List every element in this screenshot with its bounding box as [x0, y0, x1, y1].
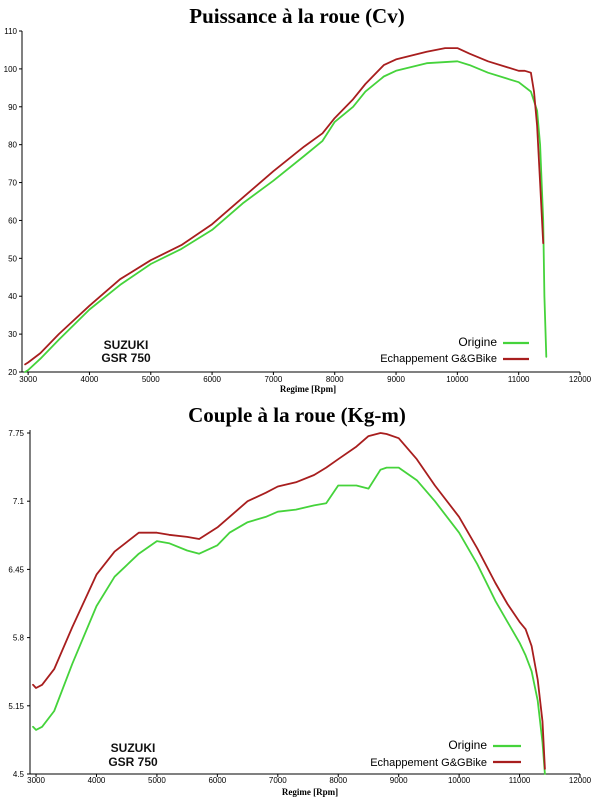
power-x-tick-label: 12000 — [569, 375, 592, 384]
power-y-tick-label: 80 — [8, 141, 17, 150]
power-series-echappement-line — [24, 47, 545, 366]
power-x-ticks: 3000 4000 5000 6000 7000 8000 9000 10000 11000 12… — [19, 372, 592, 384]
torque-x-axis-label: Regime [Rpm] — [282, 787, 338, 797]
torque-curves — [32, 432, 546, 775]
power-y-tick-label: 20 — [8, 368, 17, 377]
torque-y-ticks: 4.5 5.15 5.8 6.45 7.1 7.75 — [8, 429, 30, 779]
torque-legend-echappement-label: Echappement G&GBike — [370, 757, 487, 769]
power-x-tick-label: 5000 — [142, 375, 160, 384]
power-x-tick-label: 3000 — [19, 375, 37, 384]
power-legend-origine-label: Origine — [458, 335, 497, 349]
power-x-tick-label: 8000 — [326, 375, 344, 384]
power-y-tick-label: 60 — [8, 216, 17, 225]
torque-x-tick-label: 6000 — [208, 776, 226, 785]
torque-x-tick-label: 4000 — [88, 776, 106, 785]
torque-y-tick-label: 5.15 — [8, 702, 24, 711]
power-y-tick-label: 110 — [4, 27, 17, 36]
power-chart-title: Puissance à la roue (Cv) — [189, 4, 404, 28]
power-curves — [24, 47, 548, 373]
torque-chart: Couple à la roue (Kg-m) 4.5 5.15 5.8 6.45 7.… — [8, 403, 591, 797]
torque-y-tick-label: 7.75 — [8, 429, 24, 438]
power-x-tick-label: 11000 — [508, 375, 530, 384]
torque-x-tick-label: 9000 — [390, 776, 408, 785]
power-x-tick-label: 4000 — [81, 375, 99, 384]
torque-legend: Origine Echappement G&GBike — [370, 738, 521, 769]
torque-x-tick-label: 10000 — [448, 776, 471, 785]
power-brand-line1: SUZUKI — [104, 338, 149, 352]
power-y-tick-label: 100 — [4, 65, 18, 74]
torque-chart-title: Couple à la roue (Kg-m) — [188, 403, 406, 427]
torque-y-tick-label: 6.45 — [8, 565, 24, 574]
torque-y-tick-label: 7.1 — [13, 497, 25, 506]
power-x-tick-label: 6000 — [203, 375, 221, 384]
torque-series-echappement-line — [32, 432, 546, 770]
power-y-ticks: 20 30 40 50 60 70 80 90 100 110 — [4, 27, 22, 377]
power-chart: Puissance à la roue (Cv) 20 30 40 50 60 70 80 9… — [4, 4, 592, 394]
power-x-tick-label: 9000 — [387, 375, 405, 384]
power-y-tick-label: 50 — [8, 254, 17, 263]
power-x-axis-label: Regime [Rpm] — [280, 384, 336, 394]
power-x-tick-label: 7000 — [265, 375, 283, 384]
torque-x-tick-label: 7000 — [269, 776, 287, 785]
torque-y-tick-label: 5.8 — [13, 634, 25, 643]
torque-x-tick-label: 11000 — [509, 776, 531, 785]
power-legend-echappement-label: Echappement G&GBike — [380, 353, 497, 365]
torque-x-tick-label: 8000 — [329, 776, 347, 785]
power-series-origine-line — [24, 60, 548, 373]
power-y-tick-label: 70 — [8, 179, 17, 188]
power-y-tick-label: 90 — [8, 103, 17, 112]
torque-y-tick-label: 4.5 — [13, 770, 25, 779]
power-legend: Origine Echappement G&GBike — [380, 335, 529, 365]
torque-x-ticks: 3000 4000 5000 6000 7000 8000 9000 10000 11000 12… — [27, 774, 592, 785]
torque-series-origine-line — [32, 466, 546, 775]
torque-x-tick-label: 3000 — [27, 776, 45, 785]
power-brand-line2: GSR 750 — [101, 351, 151, 365]
power-y-tick-label: 30 — [8, 330, 17, 339]
power-y-tick-label: 40 — [8, 292, 17, 301]
torque-x-tick-label: 12000 — [569, 776, 592, 785]
torque-legend-origine-label: Origine — [448, 738, 487, 752]
power-x-tick-label: 10000 — [446, 375, 469, 384]
torque-x-tick-label: 5000 — [148, 776, 166, 785]
torque-brand-line2: GSR 750 — [108, 755, 158, 769]
torque-brand-line1: SUZUKI — [111, 741, 156, 755]
